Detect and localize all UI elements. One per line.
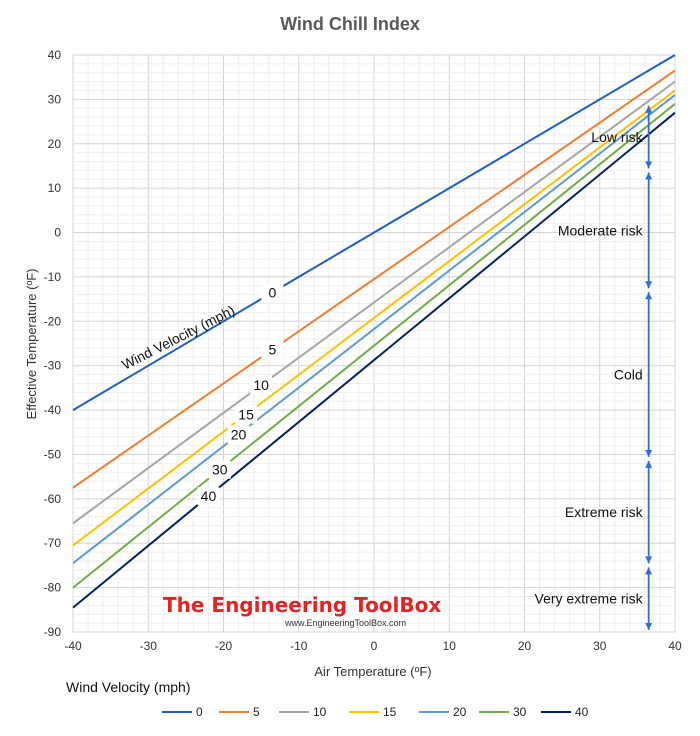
y-tick-label: 10 [48,181,62,195]
x-tick-label: 0 [371,639,378,653]
y-tick-label: -90 [44,625,62,639]
y-tick-label: -50 [44,447,62,461]
risk-label: Very extreme risk [535,591,644,607]
legend-label-40: 40 [575,705,589,719]
series-label-40: 40 [201,488,217,504]
series-line-10 [72,80,676,525]
x-tick-label: 40 [668,639,682,653]
series-label-background [227,425,250,444]
y-tick-label: -30 [44,359,62,373]
y-tick-label: 0 [54,226,61,240]
series-label-0: 0 [269,284,277,300]
x-tick-label: 20 [518,639,532,653]
series-label-background [197,487,220,506]
series-label-15: 15 [238,407,254,423]
series-label-10: 10 [253,377,269,393]
risk-arrow-down [645,281,653,289]
legend-label-5: 5 [253,705,260,719]
y-tick-label: 30 [48,92,62,106]
y-tick-label: -60 [44,492,62,506]
risk-arrow-down [645,449,653,457]
series-line-labels: 0 5 10 15 20 30 40 [197,283,284,506]
x-tick-label: -30 [140,639,158,653]
series-label-5: 5 [269,342,277,358]
risk-label: Moderate risk [558,222,644,238]
risk-label: Cold [614,367,643,383]
series-line-5 [72,69,676,489]
risk-arrow-down [645,161,653,169]
series-label-30: 30 [212,462,228,478]
tick-labels: -40 -30 -20 -10 0 10 20 30 40 40 30 20 10 0 -10 -20 -30 -… [44,48,682,653]
legend-label-30: 30 [513,705,527,719]
y-tick-label: 20 [48,137,62,151]
series-line-0 [72,54,676,411]
y-tick-label: -20 [44,314,62,328]
y-tick-label: -70 [44,536,62,550]
risk-label: Low risk [591,129,643,145]
risk-label: Extreme risk [565,504,644,520]
risk-arrow-up [645,567,653,575]
x-tick-label: 10 [443,639,457,653]
risk-arrow-down [645,556,653,564]
legend-label-15: 15 [383,705,397,719]
risk-arrow-down [645,623,653,630]
x-tick-label: 30 [593,639,607,653]
legend-label-0: 0 [196,705,203,719]
x-tick-label: -20 [215,639,233,653]
series-line-40 [72,111,676,609]
series-lines [72,54,676,609]
risk-arrow-up [645,292,653,300]
y-axis-label: Effective Temperature (ºF) [24,269,39,420]
x-axis-label: Air Temperature (ºF) [314,664,431,679]
series-label-background [261,340,284,359]
watermark-url: www.EngineeringToolBox.com [284,618,406,628]
risk-arrow-up [645,172,653,180]
y-tick-label: -40 [44,403,62,417]
risk-arrow-up [645,460,653,468]
y-tick-label: 40 [48,48,62,62]
watermark: The Engineering ToolBox www.EngineeringT… [163,593,441,628]
legend-label-10: 10 [313,705,327,719]
x-tick-label: -10 [290,639,308,653]
legend-title: Wind Velocity (mph) [66,679,190,695]
series-label-background [235,405,258,424]
series-line-30 [72,103,676,589]
series-line-20 [72,94,676,564]
legend-label-20: 20 [453,705,467,719]
series-label-background [250,376,273,395]
series-label-background [208,460,231,479]
y-tick-label: -10 [44,270,62,284]
y-tick-label: -80 [44,581,62,595]
legend: 0 5 10 15 20 30 40 [162,705,589,719]
risk-arrow-up [645,105,653,113]
series-label-20: 20 [231,426,247,442]
watermark-brand: The Engineering ToolBox [163,593,441,617]
series-line-15 [72,89,676,547]
series-label-background [261,283,284,302]
risk-bar: Low risk Moderate risk Cold Extreme risk Ver… [535,105,653,630]
x-tick-label: -40 [64,639,82,653]
chart-title: Wind Chill Index [280,14,420,34]
grid [72,54,676,633]
